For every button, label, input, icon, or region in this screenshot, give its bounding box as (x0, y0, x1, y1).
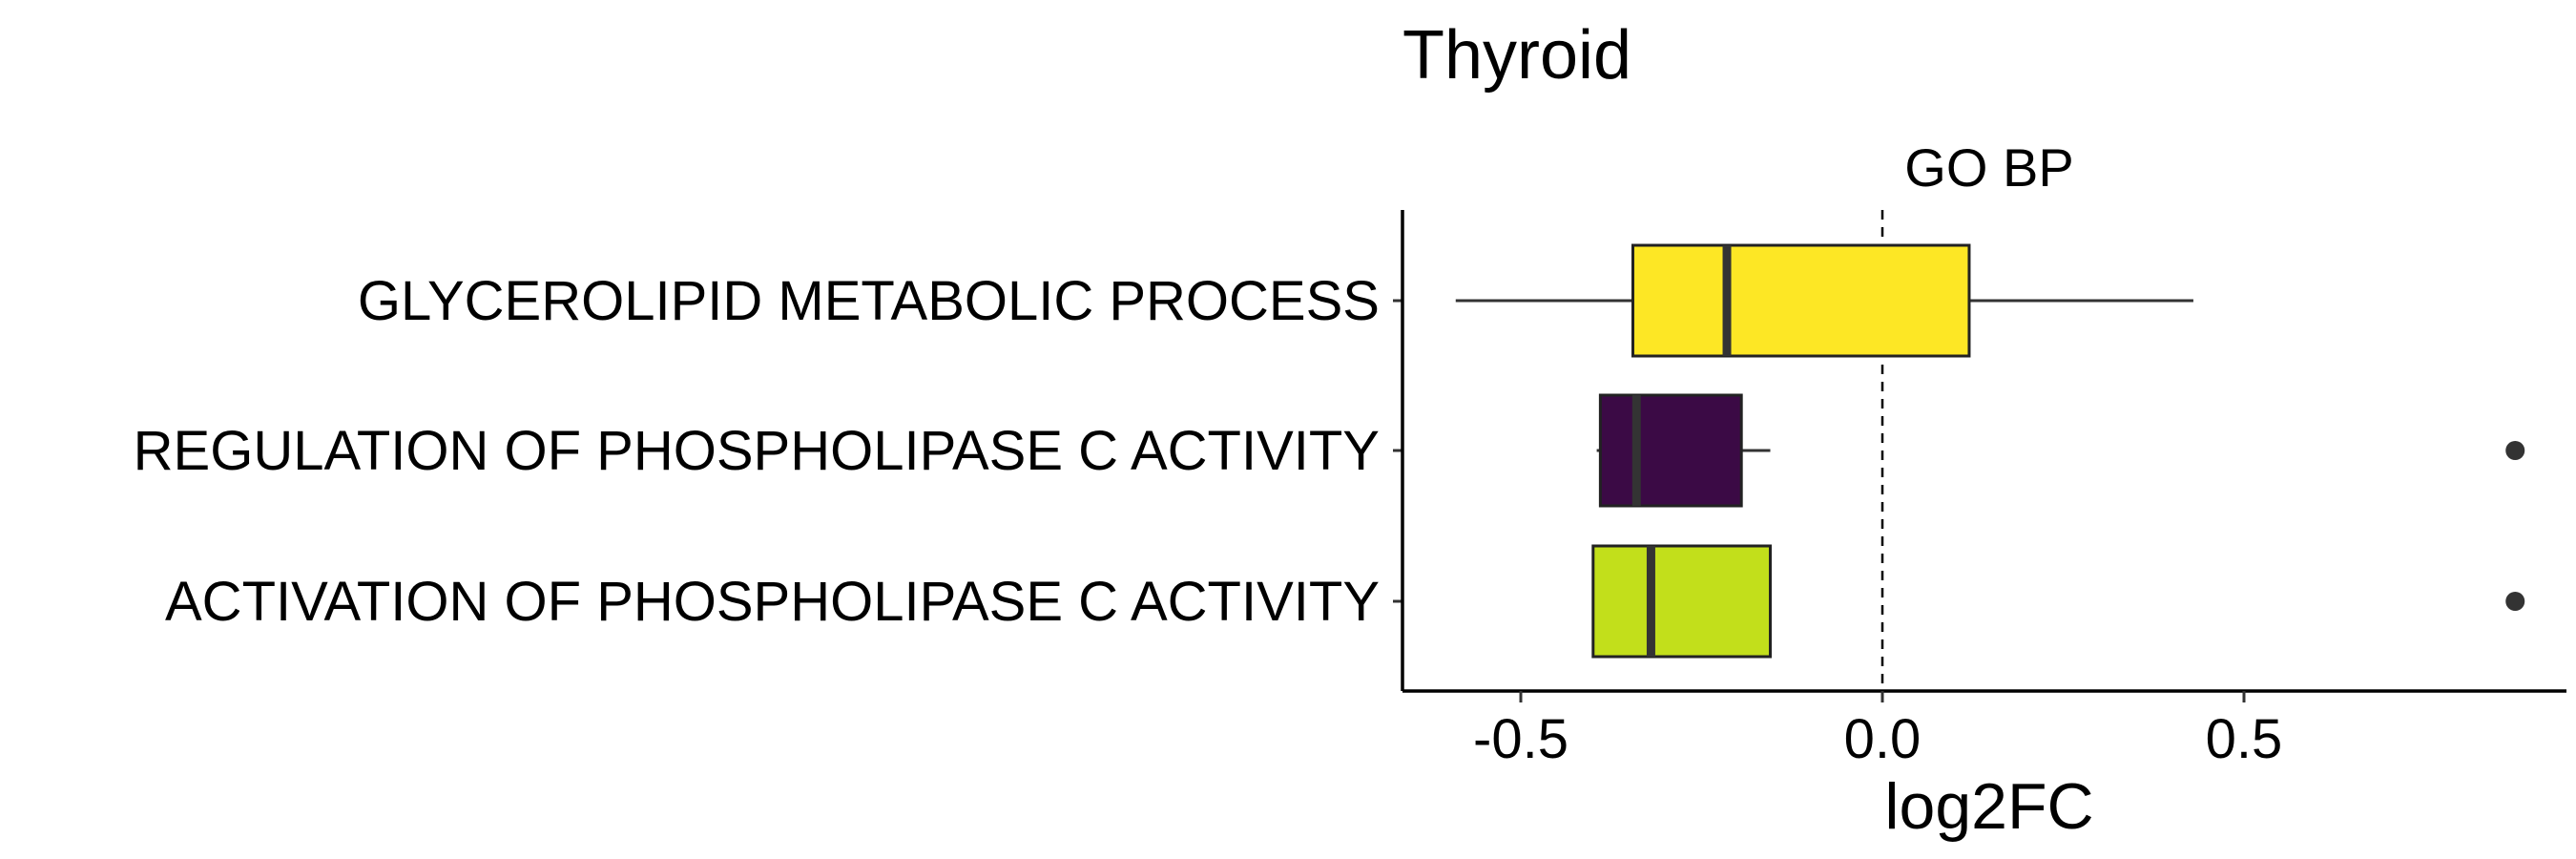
plot-area: GLYCEROLIPID METABOLIC PROCESS REGULATION… (134, 210, 2566, 770)
x-axis-label: log2FC (1884, 770, 2093, 843)
x-tick-label-1: 0.0 (1844, 708, 1922, 770)
category-label-1: REGULATION OF PHOSPHOLIPASE C ACTIVITY (134, 420, 1380, 482)
box-1 (1598, 393, 1743, 508)
box-2 (1591, 544, 1773, 659)
x-tick-label-0: -0.5 (1473, 708, 1568, 770)
outlier-2-0 (2505, 592, 2525, 611)
x-tick-label-2: 0.5 (2206, 708, 2283, 770)
category-label-2: ACTIVATION OF PHOSPHOLIPASE C ACTIVITY (165, 571, 1380, 633)
facet-label: GO BP (1904, 137, 2073, 198)
box-0 (1631, 243, 1971, 358)
outlier-1-0 (2505, 441, 2525, 460)
chart-title: Thyroid (1402, 17, 1631, 94)
category-label-0: GLYCEROLIPID METABOLIC PROCESS (358, 270, 1380, 332)
